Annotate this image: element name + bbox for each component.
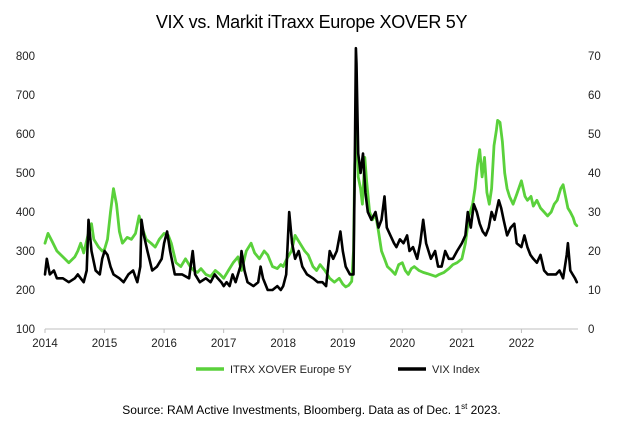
right-axis-tick-label: 50: [588, 129, 601, 141]
x-axis-tick-label: 2020: [390, 338, 416, 350]
itraxx-xover-line: [43, 117, 579, 289]
source-note-ordinal: st: [461, 402, 468, 411]
legend-label-itraxx: ITRX XOVER Europe 5Y: [230, 364, 352, 376]
left-axis-tick-label: 300: [16, 246, 35, 258]
source-note: Source: RAM Active Investments, Bloomber…: [0, 402, 623, 417]
left-axis-tick-label: 400: [16, 207, 35, 219]
source-note-year: 2023.: [467, 403, 501, 417]
left-axis-tick-label: 500: [16, 168, 35, 180]
left-axis-tick-label: 700: [16, 90, 35, 102]
right-axis-tick-label: 30: [588, 207, 601, 219]
left-axis-tick-label: 200: [16, 285, 35, 297]
right-axis-tick-label: 10: [588, 285, 601, 297]
x-axis-tick-label: 2019: [330, 338, 356, 350]
x-axis-tick-label: 2021: [449, 338, 475, 350]
left-axis-tick-label: 600: [16, 129, 35, 141]
x-axis-tick-label: 2016: [151, 338, 177, 350]
vix-index-line: [43, 46, 579, 292]
right-axis-tick-label: 60: [588, 90, 601, 102]
x-axis-tick-label: 2018: [270, 338, 296, 350]
left-axis-tick-label: 800: [16, 51, 35, 63]
legend-label-vix: VIX Index: [432, 364, 480, 376]
x-axis-tick-label: 2014: [32, 338, 58, 350]
right-axis-tick-label: 0: [588, 324, 594, 336]
right-axis-tick-label: 70: [588, 51, 601, 63]
x-axis-tick-label: 2015: [92, 338, 118, 350]
x-axis-tick-label: 2017: [211, 338, 237, 350]
x-axis-tick-label: 2022: [509, 338, 535, 350]
source-note-text: Source: RAM Active Investments, Bloomber…: [122, 403, 462, 417]
chart-title: VIX vs. Markit iTraxx Europe XOVER 5Y: [155, 12, 468, 32]
right-axis-tick-label: 40: [588, 168, 601, 180]
right-axis-tick-label: 20: [588, 246, 601, 258]
left-axis-tick-label: 100: [16, 324, 35, 336]
